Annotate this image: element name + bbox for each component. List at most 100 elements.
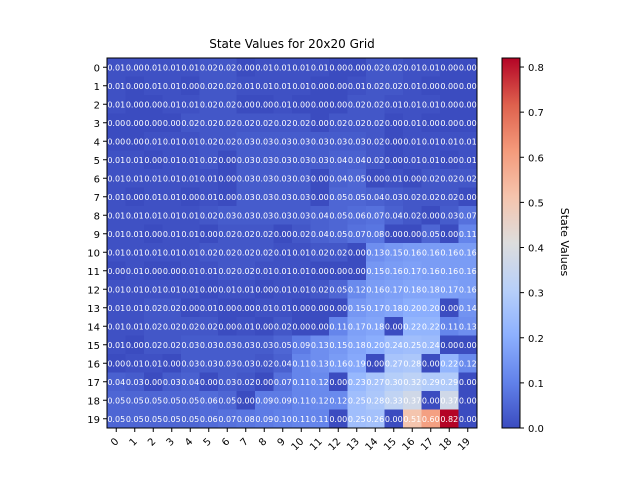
cell-value-label: 0.01 (163, 82, 181, 91)
cell-value-label: 0.03 (274, 193, 292, 202)
heatmap-cell (199, 132, 219, 151)
cell-value-label: 0.01 (237, 322, 255, 331)
cell-value-label: 0.00 (403, 174, 421, 183)
y-tick-label: 7 (94, 193, 100, 204)
heatmap-cell (384, 169, 404, 188)
heatmap-cell (440, 280, 459, 299)
heatmap-cell (107, 354, 126, 373)
heatmap-cell (144, 95, 163, 114)
cell-value-label: 0.12 (348, 285, 366, 294)
x-axis-ticks: 0 1 2 3 4 5 6 7 8 9 10 11 12 13 14 15 16 17 18 19 (109, 428, 473, 453)
heatmap-cell (329, 206, 348, 225)
cell-value-label: 0.30 (385, 378, 403, 387)
cell-value-label: 0.01 (181, 100, 199, 109)
cell-value-label: 0.02 (200, 248, 218, 257)
heatmap-cell (199, 372, 219, 392)
cell-value-label: 0.01 (255, 82, 273, 91)
heatmap-cell (347, 243, 367, 262)
heatmap-cell (255, 76, 274, 96)
heatmap-cell (366, 58, 385, 77)
heatmap-cell (421, 335, 441, 355)
heatmap-cell (403, 76, 422, 96)
cell-value-label: 0.01 (181, 156, 199, 165)
cell-value-label: 0.00 (329, 304, 347, 313)
heatmap-cell (218, 391, 237, 410)
cell-value-label: 0.02 (348, 119, 366, 128)
heatmap-cell (255, 169, 274, 188)
heatmap-cell (218, 280, 237, 299)
cell-value-label: 0.01 (126, 304, 144, 313)
cell-value-label: 0.16 (440, 248, 458, 257)
heatmap-cell (107, 372, 126, 392)
heatmap-cell (403, 132, 422, 151)
heatmap-cell (347, 76, 367, 96)
heatmap-cell (292, 206, 311, 225)
heatmap-cell (310, 261, 330, 281)
cell-value-label: 0.03 (181, 359, 199, 368)
cell-value-label: 0.01 (144, 359, 162, 368)
heatmap-cell (181, 261, 200, 281)
cell-value-label: 0.02 (163, 304, 181, 313)
cell-value-label: 0.01 (385, 174, 403, 183)
heatmap-cell (347, 206, 367, 225)
heatmap-cell (218, 372, 237, 392)
heatmap-cell (181, 409, 200, 429)
cell-value-label: 0.13 (311, 359, 329, 368)
cell-value-label: 0.15 (329, 341, 347, 350)
cell-value-label: 0.01 (274, 100, 292, 109)
heatmap-cell (292, 132, 311, 151)
cell-value-label: 0.16 (329, 359, 347, 368)
cell-value-label: 0.03 (255, 341, 273, 350)
heatmap-cell (458, 206, 478, 225)
heatmap-cell (273, 391, 293, 410)
heatmap-cell (310, 224, 330, 244)
heatmap-cell (403, 317, 422, 336)
heatmap-cell (310, 298, 330, 318)
heatmap-cell (292, 335, 311, 355)
heatmap-cell (125, 187, 145, 207)
cell-value-label: 0.00 (459, 341, 477, 350)
cell-value-label: 0.01 (107, 322, 125, 331)
cell-value-label: 0.16 (422, 248, 440, 257)
cell-value-label: 0.01 (107, 230, 125, 239)
heatmap-cell (440, 169, 459, 188)
cell-value-label: 0.01 (403, 156, 421, 165)
heatmap-cell (273, 187, 293, 207)
cell-value-label: 0.00 (200, 378, 218, 387)
heatmap-cell (384, 150, 404, 170)
heatmap-cell (199, 317, 219, 336)
heatmap-cell (421, 95, 441, 114)
cell-value-label: 0.00 (422, 119, 440, 128)
colorbar-tick-label: 0.7 (528, 108, 544, 119)
cell-value-label: 0.00 (329, 378, 347, 387)
colorbar-tick-label: 0.5 (528, 198, 544, 209)
heatmap-cell (310, 409, 330, 429)
heatmap-cell (255, 58, 274, 77)
heatmap-cell (384, 298, 404, 318)
y-tick-label: 5 (94, 156, 100, 167)
cell-value-label: 0.02 (255, 248, 273, 257)
cell-value-label: 0.00 (144, 230, 162, 239)
heatmap-cell (310, 372, 330, 392)
cell-value-label: 0.11 (292, 359, 310, 368)
cell-value-label: 0.05 (144, 415, 162, 424)
heatmap-cell (329, 298, 348, 318)
cell-value-label: 0.01 (422, 100, 440, 109)
cell-value-label: 0.01 (107, 285, 125, 294)
heatmap-cell (366, 187, 385, 207)
heatmap-cell (273, 298, 293, 318)
cell-value-label: 0.00 (403, 230, 421, 239)
heatmap-cell (292, 169, 311, 188)
heatmap-cell (181, 298, 200, 318)
heatmap-cell (107, 280, 126, 299)
cell-value-label: 0.01 (144, 63, 162, 72)
heatmap-cell (440, 206, 459, 225)
cell-value-label: 0.00 (311, 100, 329, 109)
cell-value-label: 0.24 (385, 341, 403, 350)
heatmap-cell (440, 317, 459, 336)
cell-value-label: 0.01 (126, 322, 144, 331)
heatmap-cell (162, 58, 182, 77)
heatmap-cell (440, 391, 459, 410)
heatmap-cell (292, 58, 311, 77)
heatmap-cell (347, 113, 367, 133)
